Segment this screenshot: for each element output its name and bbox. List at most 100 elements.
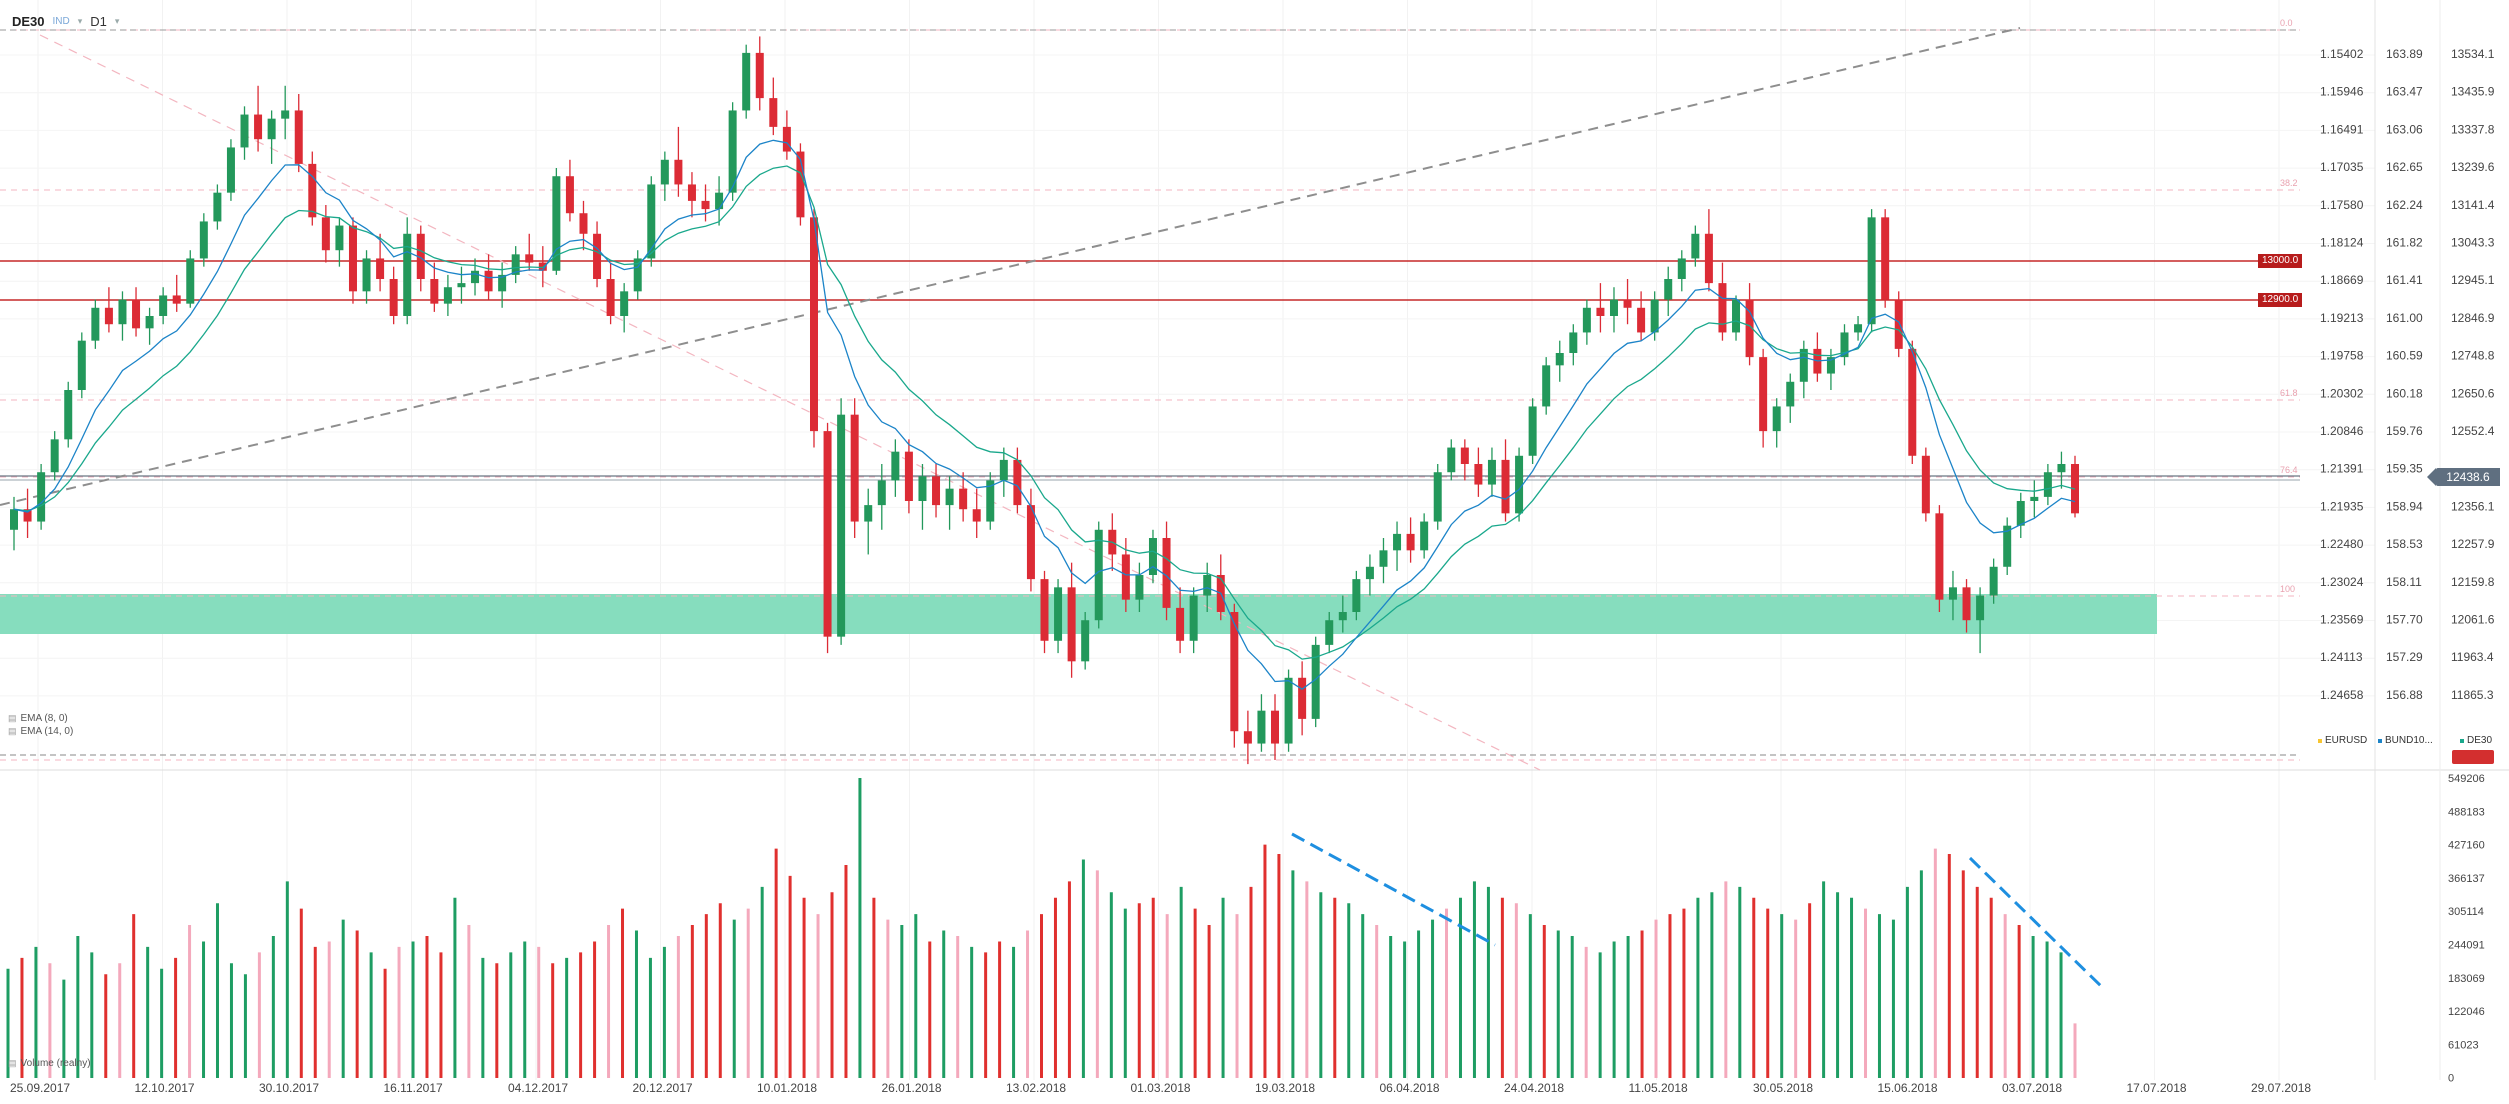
candle-bull [1989, 566, 1998, 596]
eurusd-tick-label: 1.20302 [2320, 386, 2364, 400]
candle-bull [1609, 299, 1618, 316]
de30-tick-label: 11865.3 [2451, 688, 2494, 702]
candle-bull [443, 287, 452, 304]
candle-bull [1650, 299, 1659, 333]
price-axis: 1.15402 1.15946 1.16491 1.17035 1.17580 1.181… [2320, 47, 2495, 1085]
legend-label: BUND10... [2385, 735, 2433, 746]
candle-bull [728, 110, 737, 193]
date-tick-label: 11.05.2018 [1629, 1081, 1688, 1095]
eurusd-tick-label: 1.17035 [2320, 160, 2364, 174]
fibonacci-label: 61.8 [2280, 388, 2298, 398]
price-level-tag[interactable]: 13000.0 [2258, 254, 2303, 268]
candle-bear [23, 509, 32, 522]
de30-tick-label: 12945.1 [2451, 273, 2495, 287]
volume-label-text: Volume (realny) [20, 1058, 91, 1069]
candle-bear [525, 254, 534, 263]
de30-tick-label: 12159.8 [2451, 575, 2495, 589]
volume-tick-label: 183069 [2448, 973, 2485, 985]
candle-bull [1135, 575, 1144, 600]
candle-bull [986, 480, 995, 522]
eurusd-tick-label: 1.18124 [2320, 236, 2364, 250]
candle-bear [1745, 299, 1754, 358]
eurusd-tick-label: 1.15946 [2320, 85, 2364, 99]
bund-tick-label: 159.76 [2386, 424, 2423, 438]
bund-tick-label: 160.18 [2386, 386, 2423, 400]
candle-bull [2016, 501, 2025, 526]
date-tick-label: 15.06.2018 [1878, 1081, 1938, 1095]
de30-tick-label: 12552.4 [2451, 424, 2495, 438]
date-tick-label: 03.07.2018 [2002, 1081, 2062, 1095]
alert-badge[interactable] [2452, 750, 2494, 764]
candle-bull [1338, 612, 1347, 621]
de30-tick-label: 12650.6 [2451, 386, 2495, 400]
legend-label: DE30 [2467, 735, 2493, 746]
price-level-tag[interactable]: 12900.0 [2258, 293, 2303, 307]
date-tick-label: 06.04.2018 [1380, 1081, 1440, 1095]
candle-bull [1447, 447, 1456, 473]
volume-indicator-label[interactable]: ▤ Volume (realny) [8, 1058, 91, 1069]
symbol-selector[interactable]: DE30 [12, 13, 45, 29]
indicator-ema-8[interactable]: ▤ EMA (8, 0) [8, 712, 73, 725]
candle-bear [1040, 579, 1049, 641]
eurusd-tick-label: 1.24113 [2320, 650, 2363, 664]
ema-8-line [13, 139, 2076, 690]
candle-bull [1582, 307, 1591, 333]
candle-bull [118, 299, 127, 325]
volume-tick-label: 0 [2448, 1073, 2454, 1085]
candle-bull [77, 340, 86, 390]
candle-bear [593, 233, 602, 279]
date-tick-label: 04.12.2017 [508, 1081, 568, 1095]
indicator-ema-14[interactable]: ▤ EMA (14, 0) [8, 725, 73, 738]
candle-bull [2057, 464, 2066, 473]
candle-bull [891, 451, 900, 481]
eurusd-tick-label: 1.21391 [2320, 462, 2364, 476]
candle-bull [1284, 677, 1293, 744]
candle-bull [1365, 566, 1374, 580]
date-tick-label: 30.10.2017 [259, 1081, 319, 1095]
chevron-down-icon[interactable]: ▾ [77, 15, 83, 26]
volume-tick-label: 549206 [2448, 773, 2485, 785]
candle-bull [159, 295, 168, 316]
interval-selector[interactable]: D1 [90, 13, 107, 29]
candle-bull [1487, 459, 1496, 485]
candle-bear [1230, 612, 1239, 732]
volume-bars [6, 778, 2107, 1078]
candle-bull [1867, 217, 1876, 325]
candle-bull [715, 192, 724, 210]
volume-tick-label: 305114 [2448, 906, 2484, 918]
bund-tick-label: 157.70 [2386, 613, 2423, 627]
legend-label: EURUSD [2325, 735, 2368, 746]
candle-bear [701, 200, 710, 210]
eurusd-tick-label: 1.21935 [2320, 499, 2364, 513]
bund-tick-label: 158.11 [2386, 575, 2422, 589]
candle-bull [660, 159, 669, 185]
bund-tick-label: 163.89 [2386, 47, 2423, 61]
fibonacci-label: 0.0 [2280, 18, 2293, 28]
candle-bull [1732, 299, 1741, 333]
date-axis: 25.09.2017 12.10.2017 30.10.2017 16.11.2017… [10, 1081, 2311, 1095]
candle-bear [294, 110, 303, 164]
date-tick-label: 13.02.2018 [1006, 1081, 1066, 1095]
candle-bull [457, 283, 466, 288]
eurusd-tick-label: 1.16491 [2320, 122, 2364, 136]
candle-bull [498, 274, 507, 292]
eurusd-tick-label: 1.22480 [2320, 537, 2364, 551]
candle-bull [864, 505, 873, 522]
ema-lines [13, 139, 2076, 690]
bund-tick-label: 162.24 [2386, 198, 2423, 212]
eurusd-tick-label: 1.20846 [2320, 424, 2364, 438]
chevron-down-icon[interactable]: ▾ [114, 15, 120, 26]
candle-bull [742, 52, 751, 111]
legend-bund[interactable]: BUND10... [2378, 735, 2433, 746]
legend-de30[interactable]: DE30 [2460, 735, 2492, 746]
legend-swatch [2460, 738, 2464, 743]
candle-bear [1067, 587, 1076, 662]
candle-bear [132, 299, 141, 329]
candle-bear [565, 176, 574, 214]
candle-bull [186, 258, 195, 304]
current-price-tag: 12438.6 [2427, 468, 2500, 486]
legend-eurusd[interactable]: EURUSD [2318, 735, 2367, 746]
candle-bear [484, 270, 493, 292]
de30-tick-label: 12356.1 [2451, 499, 2495, 513]
